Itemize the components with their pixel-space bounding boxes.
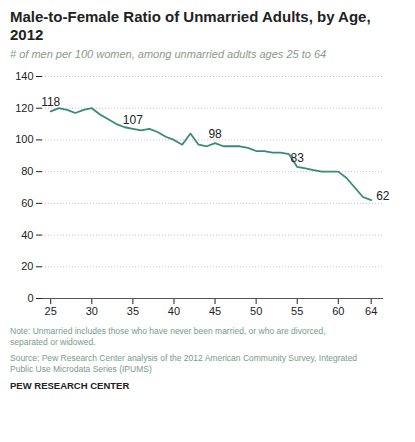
svg-text:25: 25 bbox=[45, 305, 57, 317]
svg-text:50: 50 bbox=[250, 305, 262, 317]
svg-text:60: 60 bbox=[21, 197, 33, 209]
svg-text:107: 107 bbox=[123, 113, 143, 127]
svg-text:30: 30 bbox=[86, 305, 98, 317]
svg-text:55: 55 bbox=[291, 305, 303, 317]
html-text:Note: Unmarried includes those: Note: Unmarried includes those who have … bbox=[10, 326, 326, 348]
svg-text:98: 98 bbox=[208, 127, 222, 141]
svg-text:62: 62 bbox=[376, 189, 390, 203]
svg-text:100: 100 bbox=[15, 133, 33, 145]
svg-text:118: 118 bbox=[41, 95, 60, 109]
html-text:Source: Pew Research Center an: Source: Pew Research Center analysis of … bbox=[10, 352, 358, 375]
svg-text:40: 40 bbox=[168, 305, 180, 317]
svg-text:45: 45 bbox=[209, 305, 221, 317]
html-text:# of men per 100 women, among: # of men per 100 women, among unmarried … bbox=[10, 48, 327, 60]
svg-text:0: 0 bbox=[27, 292, 33, 304]
svg-text:40: 40 bbox=[21, 229, 33, 241]
svg-text:60: 60 bbox=[332, 305, 344, 317]
svg-text:120: 120 bbox=[15, 102, 33, 114]
svg-text:80: 80 bbox=[21, 165, 33, 177]
svg-text:83: 83 bbox=[291, 151, 305, 165]
svg-text:20: 20 bbox=[21, 260, 33, 272]
svg-text:140: 140 bbox=[15, 70, 33, 82]
svg-text:35: 35 bbox=[127, 305, 139, 317]
html-text:Male-to-Female Ratio of Unmarr: Male-to-Female Ratio of Unmarried Adults… bbox=[10, 8, 371, 43]
html-text:PEW RESEARCH CENTER: PEW RESEARCH CENTER bbox=[10, 379, 130, 391]
svg-text:64: 64 bbox=[365, 305, 377, 317]
